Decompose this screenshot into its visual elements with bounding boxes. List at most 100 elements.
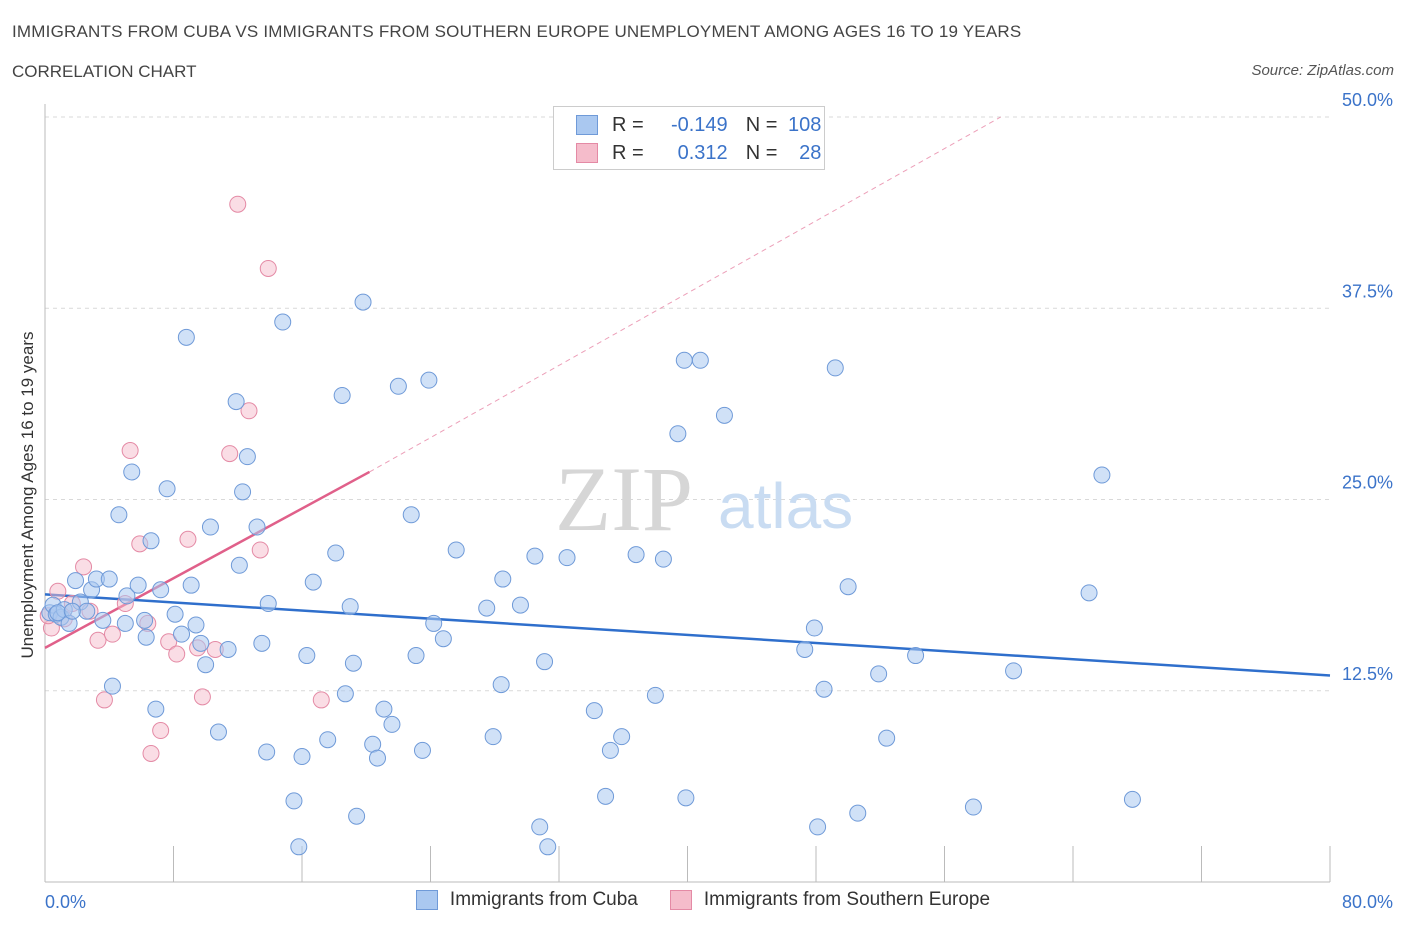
cuba-point — [49, 604, 67, 622]
cuba-point — [354, 293, 372, 311]
legend-cuba-swatch — [415, 890, 438, 910]
cuba-r-label: R = — [612, 113, 644, 136]
cuba-point — [447, 541, 465, 559]
cuba-point — [492, 676, 510, 694]
seurope-swatch — [576, 143, 598, 163]
cuba-point — [402, 506, 420, 524]
cuba-point — [809, 818, 827, 836]
cuba-point — [585, 702, 603, 720]
cuba-point — [691, 351, 709, 369]
southern-europe-trend-extension — [369, 116, 1001, 473]
southern-europe-point — [229, 195, 247, 213]
cuba-point — [677, 789, 695, 807]
seurope-n-value: 28 — [799, 141, 822, 164]
cuba-point — [238, 448, 256, 466]
seurope-r-value: 0.312 — [677, 141, 728, 164]
cuba-point — [116, 614, 134, 632]
legend-seurope-swatch — [669, 890, 692, 910]
cuba-point — [964, 798, 982, 816]
cuba-point — [494, 570, 512, 588]
southern-europe-point — [179, 530, 197, 548]
cuba-point — [1123, 790, 1141, 808]
cuba-point — [137, 628, 155, 646]
cuba-point — [197, 656, 215, 674]
cuba-point — [234, 483, 252, 501]
cuba-point — [484, 728, 502, 746]
cuba-point — [407, 647, 425, 665]
cuba-point — [258, 743, 276, 761]
cuba-point — [539, 838, 557, 856]
southern-europe-trend-line — [44, 470, 371, 650]
cuba-n-value: 108 — [788, 113, 822, 136]
cuba-point — [344, 654, 362, 672]
cuba-point — [425, 614, 443, 632]
cuba-point — [192, 634, 210, 652]
cuba-point — [511, 596, 529, 614]
y-tick-label: 50.0% — [1342, 90, 1393, 110]
southern-europe-point — [95, 691, 113, 709]
cuba-point — [870, 665, 888, 683]
cuba-point — [118, 587, 136, 605]
southern-europe-point — [259, 259, 277, 277]
watermark-atlas: atlas — [718, 470, 853, 542]
cuba-point — [597, 787, 615, 805]
cuba-n-label: N = — [745, 113, 778, 136]
cuba-point — [826, 359, 844, 377]
cuba-point — [274, 313, 292, 331]
southern-europe-point — [240, 402, 258, 420]
cuba-point — [389, 377, 407, 395]
cuba-point — [94, 611, 112, 629]
cuba-point — [177, 328, 195, 346]
cuba-point — [627, 546, 645, 564]
y-axis-label: Unemployment Among Ages 16 to 19 years — [18, 332, 37, 659]
chart-subtitle: CORRELATION CHART — [12, 62, 197, 81]
cuba-point — [815, 680, 833, 698]
axes — [44, 104, 1331, 883]
cuba-point — [298, 647, 316, 665]
cuba-point — [253, 634, 271, 652]
chart-title: IMMIGRANTS FROM CUBA VS IMMIGRANTS FROM … — [12, 22, 1022, 41]
cuba-point — [558, 549, 576, 567]
cuba-point — [375, 700, 393, 718]
cuba-point — [182, 576, 200, 594]
cuba-point — [103, 677, 121, 695]
cuba-point — [142, 532, 160, 550]
cuba-point — [434, 630, 452, 648]
cuba-point — [259, 595, 277, 613]
cuba-point — [383, 715, 401, 733]
cuba-point — [348, 807, 366, 825]
seurope-r-label: R = — [612, 141, 644, 164]
cuba-point — [158, 480, 176, 498]
legend-item-southern-europe[interactable]: Immigrants from Southern Europe — [669, 889, 990, 911]
cuba-point — [536, 653, 554, 671]
cuba-point — [166, 605, 184, 623]
watermark-zip: ZIP — [555, 448, 693, 550]
southern-europe-point — [251, 541, 269, 559]
cuba-point — [336, 685, 354, 703]
cuba-point — [368, 749, 386, 767]
cuba-point — [290, 838, 308, 856]
cuba-point — [531, 818, 549, 836]
cuba-point — [341, 598, 359, 616]
cuba-point — [230, 556, 248, 574]
southern-europe-point — [121, 442, 139, 460]
y-tick-label: 12.5% — [1342, 664, 1393, 684]
cuba-point — [805, 619, 823, 637]
southern-europe-point — [193, 688, 211, 706]
southern-europe-point — [168, 645, 186, 663]
cuba-point — [209, 723, 227, 741]
cuba-point — [219, 640, 237, 658]
legend-item-cuba[interactable]: Immigrants from Cuba — [415, 889, 638, 911]
cuba-point — [675, 351, 693, 369]
cuba-point — [248, 518, 266, 536]
cuba-point — [669, 425, 687, 443]
cuba-point — [420, 371, 438, 389]
cuba-point — [201, 518, 219, 536]
legend-cuba-label: Immigrants from Cuba — [449, 889, 638, 910]
cuba-point — [136, 611, 154, 629]
cuba-point — [110, 506, 128, 524]
cuba-point — [654, 550, 672, 568]
cuba-point — [293, 748, 311, 766]
x-tick-label-max: 80.0% — [1342, 892, 1393, 912]
legend-row-southern-europe: R = 0.312 N = 28 — [576, 141, 821, 165]
